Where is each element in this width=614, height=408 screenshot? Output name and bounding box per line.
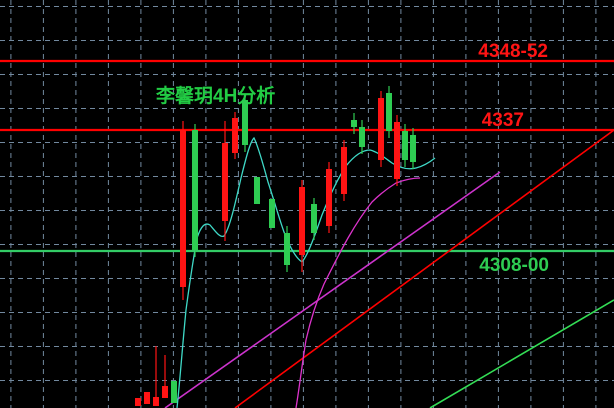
svg-text:4337: 4337 bbox=[482, 110, 524, 131]
svg-text:4348-52: 4348-52 bbox=[478, 41, 548, 62]
svg-text:李馨玥4H分析: 李馨玥4H分析 bbox=[155, 84, 275, 107]
svg-text:4308-00: 4308-00 bbox=[479, 255, 549, 276]
